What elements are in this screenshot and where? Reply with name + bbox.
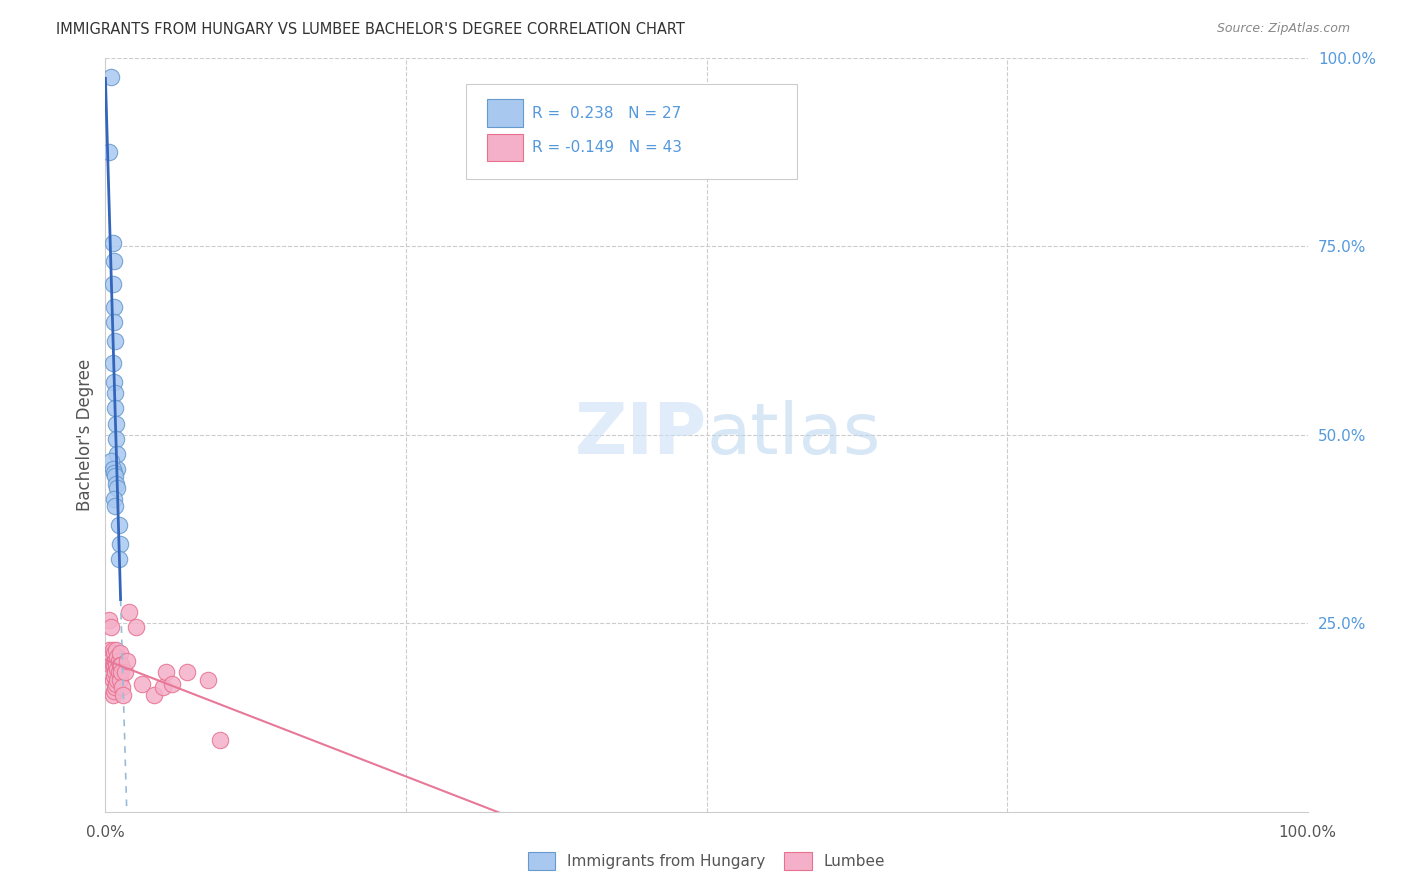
Point	[103, 300, 125, 314]
Point	[100, 620, 122, 634]
Point	[124, 620, 146, 634]
Point	[101, 673, 124, 687]
Point	[105, 642, 128, 657]
Point	[107, 650, 129, 665]
Legend: Immigrants from Hungary, Lumbee: Immigrants from Hungary, Lumbee	[522, 846, 891, 876]
Point	[104, 500, 127, 514]
Text: R = -0.149   N = 43: R = -0.149 N = 43	[533, 140, 682, 155]
Point	[108, 673, 131, 687]
Point	[104, 665, 127, 680]
Point	[112, 688, 135, 702]
Point	[103, 315, 125, 329]
Point	[103, 375, 125, 389]
Point	[105, 657, 128, 672]
Point	[208, 733, 231, 747]
Bar	[486, 99, 523, 127]
Point	[104, 386, 127, 401]
Point	[103, 657, 125, 672]
Point	[115, 654, 138, 668]
Point	[100, 657, 122, 672]
Point	[110, 665, 132, 680]
Text: ZIP: ZIP	[574, 401, 707, 469]
Point	[98, 613, 121, 627]
Y-axis label: Bachelor's Degree: Bachelor's Degree	[76, 359, 94, 511]
Point	[101, 356, 124, 370]
Point	[160, 676, 183, 690]
Point	[101, 657, 124, 672]
Bar	[486, 134, 523, 161]
Point	[105, 432, 128, 446]
Point	[101, 277, 124, 292]
Text: atlas: atlas	[707, 401, 882, 469]
Point	[108, 537, 131, 551]
Point	[197, 673, 219, 687]
FancyBboxPatch shape	[465, 85, 797, 178]
Point	[100, 70, 122, 84]
Point	[105, 476, 128, 491]
Point	[104, 469, 127, 483]
Point	[142, 688, 165, 702]
Point	[103, 647, 125, 661]
Point	[104, 654, 127, 668]
Point	[155, 665, 177, 680]
Text: R =  0.238   N = 27: R = 0.238 N = 27	[533, 105, 682, 120]
Point	[108, 647, 131, 661]
Point	[101, 688, 124, 702]
Point	[103, 669, 125, 683]
Point	[111, 681, 134, 695]
Point	[100, 454, 122, 468]
Point	[105, 676, 128, 690]
Point	[107, 654, 129, 668]
Point	[108, 657, 131, 672]
Point	[118, 605, 141, 619]
Point	[101, 642, 124, 657]
Point	[98, 642, 121, 657]
Point	[107, 447, 129, 461]
Point	[152, 681, 174, 695]
Point	[107, 518, 129, 533]
Point	[104, 401, 127, 416]
Point	[105, 417, 128, 431]
Point	[114, 665, 136, 680]
Point	[98, 654, 121, 668]
Text: Source: ZipAtlas.com: Source: ZipAtlas.com	[1216, 22, 1350, 36]
Point	[101, 235, 124, 250]
Point	[103, 684, 125, 698]
Point	[101, 462, 124, 476]
Point	[103, 466, 125, 480]
Point	[176, 665, 198, 680]
Point	[98, 145, 121, 160]
Point	[103, 491, 125, 506]
Point	[104, 681, 127, 695]
Point	[107, 462, 129, 476]
Text: IMMIGRANTS FROM HUNGARY VS LUMBEE BACHELOR'S DEGREE CORRELATION CHART: IMMIGRANTS FROM HUNGARY VS LUMBEE BACHEL…	[56, 22, 685, 37]
Point	[110, 657, 132, 672]
Point	[131, 676, 153, 690]
Point	[107, 665, 129, 680]
Point	[107, 552, 129, 566]
Point	[103, 254, 125, 268]
Point	[107, 673, 129, 687]
Point	[107, 481, 129, 495]
Point	[104, 334, 127, 348]
Point	[107, 661, 129, 675]
